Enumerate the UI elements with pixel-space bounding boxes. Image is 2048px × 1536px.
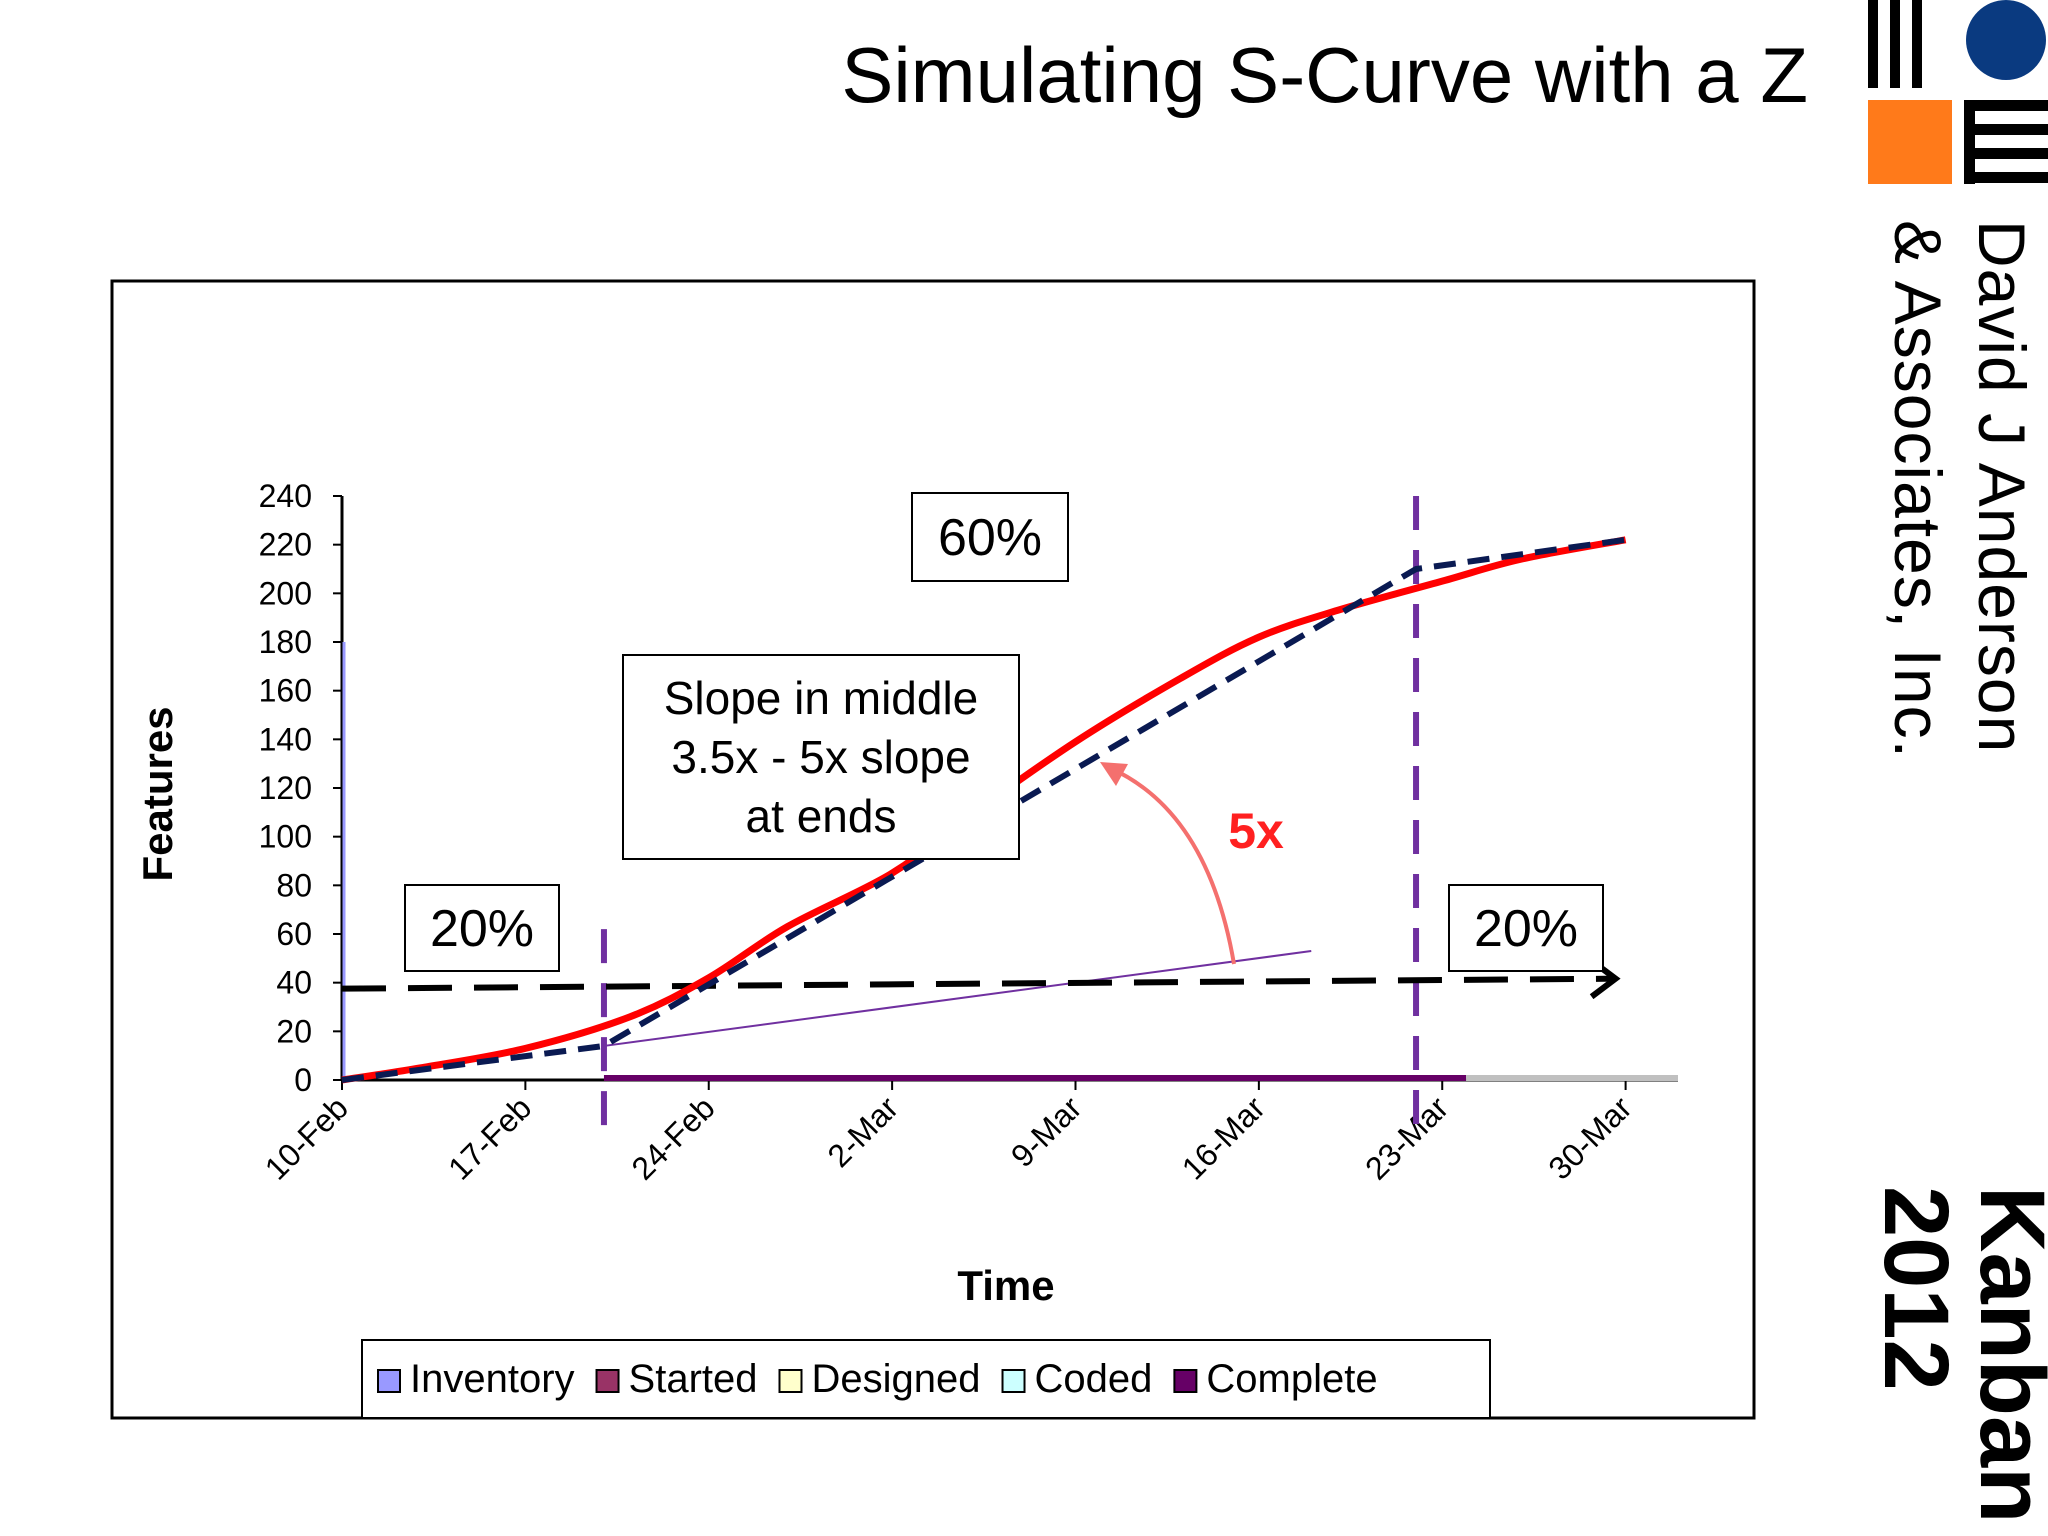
legend-swatch — [1001, 1369, 1026, 1393]
slope-note-text: at ends — [746, 790, 897, 842]
y-tick-label: 180 — [259, 624, 312, 660]
ratio-label: 5x — [1228, 803, 1284, 859]
y-tick-label: 220 — [259, 527, 312, 563]
legend-label: Designed — [812, 1357, 981, 1401]
y-tick-label: 120 — [259, 770, 312, 806]
y-axis-label: Features — [134, 706, 181, 881]
y-tick-label: 140 — [259, 721, 312, 757]
y-tick-label: 40 — [276, 965, 312, 1001]
y-tick-label: 100 — [259, 819, 312, 855]
time-arrow-line — [341, 975, 1616, 992]
legend-swatch — [778, 1369, 803, 1393]
slope-note-box — [622, 654, 1020, 860]
y-tick-label: 240 — [259, 478, 312, 514]
slide-title: Simulating S-Curve with a Z — [841, 31, 1808, 119]
event-name: Kanban 2012 — [1865, 1186, 2048, 1524]
legend-label: Inventory — [410, 1357, 575, 1401]
legend-label: Started — [629, 1357, 758, 1401]
pct-middle-label-text: 60% — [938, 509, 1042, 567]
slope-note-text: Slope in middle — [664, 672, 979, 724]
legend-swatch — [1173, 1369, 1198, 1393]
ratio-arrow-line — [1109, 766, 1236, 965]
company-logo — [1868, 0, 2048, 184]
legend-swatch — [595, 1369, 620, 1393]
legend-label: Coded — [1035, 1357, 1153, 1401]
annotations: 20% 60% 20% Slope in middle 3.5x - 5x slope a… — [404, 492, 1604, 972]
legend-label: Complete — [1206, 1357, 1377, 1401]
pct-middle-label-box — [911, 492, 1069, 582]
pct-right-label-box — [1448, 884, 1604, 972]
y-tick-label: 20 — [276, 1013, 312, 1049]
y-tick-label: 0 — [294, 1062, 312, 1098]
x-axis-label: Time — [957, 1262, 1054, 1309]
company-name: David J Anderson & Associates, Inc. — [1881, 220, 2039, 759]
slope-note-text: 3.5x - 5x slope — [671, 731, 970, 783]
pct-left-label-box — [404, 884, 560, 972]
pct-right-label-text: 20% — [1474, 900, 1578, 958]
y-tick-label: 160 — [259, 673, 312, 709]
pct-left-label-text: 20% — [430, 900, 534, 958]
y-tick-label: 200 — [259, 575, 312, 611]
ratio-arrow-head — [1100, 762, 1128, 786]
slope-reference-line — [603, 950, 1312, 1047]
legend-swatch — [377, 1369, 401, 1393]
legend-box — [361, 1339, 1491, 1419]
y-tick-label: 80 — [276, 867, 312, 903]
legend: Inventory Started Designed Coded Complete — [361, 1339, 1491, 1419]
y-tick-label: 60 — [276, 916, 312, 952]
